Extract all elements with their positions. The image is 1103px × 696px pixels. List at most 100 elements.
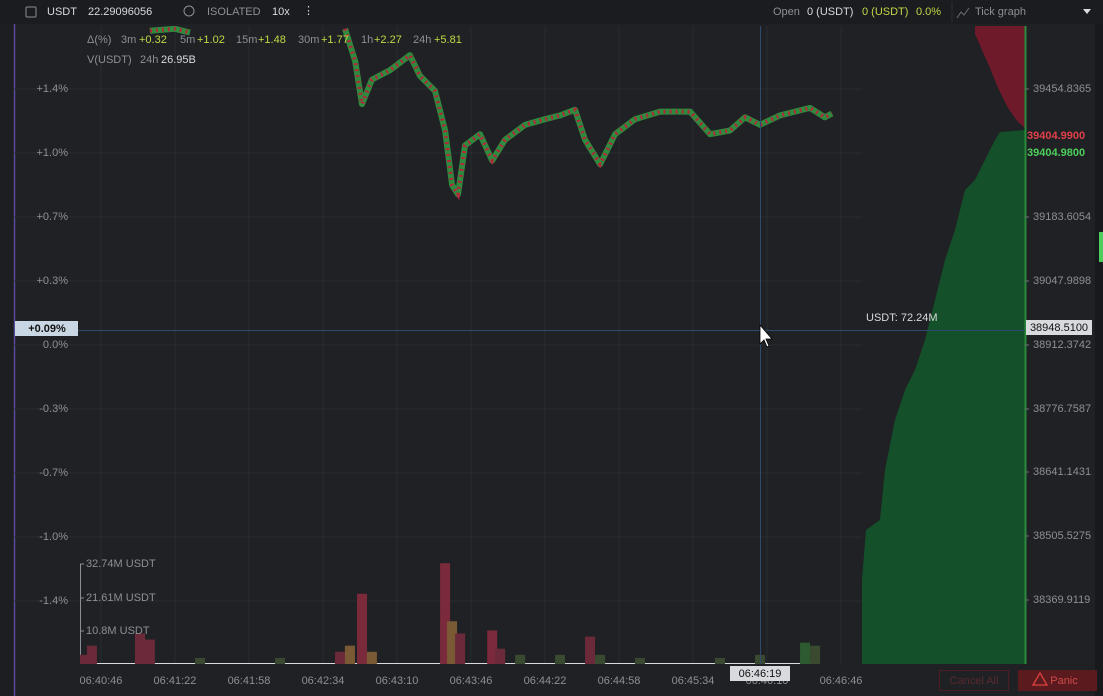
crosshair-time-box [730,666,790,681]
price-level: 38912.3742 [1033,339,1091,351]
x-tick-label: 06:44:58 [598,675,641,687]
margin-mode[interactable]: ISOLATED [207,6,261,18]
volume-period: 24h [140,54,158,66]
ask-price: 39404.9900 [1027,130,1085,142]
volume-bar [634,657,645,664]
pnl-value: 0 (USDT) [862,6,908,18]
volume-tick-label: 32.74M USDT [86,558,156,570]
change-label: Δ(%) [87,34,111,46]
crosshair-volume: USDT: 72.24M [866,312,938,324]
menu-dots[interactable]: ⋮ [303,5,314,17]
volume-bar [440,563,451,664]
graph-icon [956,7,970,19]
change-value: +2.27 [374,34,402,46]
x-tick-label: 06:46:46 [820,675,863,687]
crosshair-time: 06:46:19 [739,668,782,680]
panic-button[interactable] [1018,670,1097,691]
price-level: 38776.7587 [1033,403,1091,415]
volume-bar [366,651,377,664]
volume-bar [455,633,466,664]
y-tick-label: -0.3% [39,403,68,415]
change-value: +1.02 [197,34,225,46]
volume-bar [135,633,146,664]
wallet-icon [25,6,37,18]
volume-tick-label: 10.8M USDT [86,625,150,637]
x-tick-label: 06:43:46 [450,675,493,687]
bid-price: 39404.9800 [1027,147,1085,159]
volume-label: V(USDT) [87,54,132,66]
y-tick-label: -1.4% [39,595,68,607]
side-strip [1095,24,1103,696]
labels: +1.4% +1.0% +0.7% +0.3% 0.0% -0.3% -0.7% -1.0% -… [37,34,1092,687]
volume-bar [487,630,498,664]
price-cursor: 38948.5100 [1030,322,1088,334]
ask-depth [975,26,1025,128]
volume-bar [357,593,368,664]
change-period: 15m [236,34,257,46]
leverage[interactable]: 10x [272,6,290,18]
crosshair-percent-box [15,321,78,336]
y-tick-label: -1.0% [39,531,68,543]
change-period: 5m [180,34,195,46]
volume-bar [86,645,97,664]
change-period: 3m [121,34,136,46]
y-tick-label: +0.7% [37,211,69,223]
volume-bar [275,657,286,664]
margin-icon [183,5,195,17]
x-tick-label: 06:43:10 [376,675,419,687]
price-level: 38369.9119 [1033,594,1090,606]
open-label: Open [773,6,800,18]
plot [80,26,834,664]
change-period: 24h [413,34,431,46]
volume-bar [344,645,355,664]
y-tick-label: +0.3% [37,275,69,287]
price-level: 39183.6054 [1033,211,1091,223]
y-tick-label: +1.0% [37,147,69,159]
cancel-all-label[interactable]: Cancel All [950,675,999,687]
volume-bar [714,657,725,664]
change-value: +0.32 [139,34,167,46]
volume-value: 26.95B [161,54,196,66]
x-tick-label: 06:44:22 [524,675,567,687]
y-tick-label: -0.7% [39,467,68,479]
volume-bar [80,654,90,664]
volume-bar [515,654,526,664]
volume-bar [555,654,566,664]
change-period: 1h [361,34,373,46]
currency: USDT [47,6,77,18]
price-level: 39454.8365 [1033,83,1091,95]
mouse-cursor [759,323,773,348]
x-tick-label: 06:41:58 [228,675,271,687]
price-level: 38505.5275 [1033,530,1091,542]
volume-bar [495,648,506,664]
open-value: 0 (USDT) [807,6,853,18]
change-value: +1.48 [258,34,286,46]
change-value: +5.81 [434,34,462,46]
volume-bar [595,654,606,664]
cancel-all-button[interactable] [939,670,1009,691]
volume-bar [335,651,346,664]
graph-mode[interactable]: Tick graph [975,6,1026,18]
price-level: 38641.1431 [1033,466,1091,478]
x-tick-label: 06:41:22 [154,675,197,687]
change-value: +1.77 [321,34,349,46]
x-tick-label: 06:42:34 [302,675,345,687]
y-tick-label: 0.0% [43,339,68,351]
balance: 22.29096056 [88,6,152,18]
price-ticks [149,26,833,201]
side-marker [1099,232,1103,262]
volume-bar [585,636,596,664]
price-cursor-box [1026,320,1092,335]
bid-depth [862,130,1025,664]
panic-label[interactable]: Panic [1050,675,1078,687]
pnl-percent: 0.0% [916,6,941,18]
volume-bar [800,642,811,664]
price-level: 39047.9898 [1033,275,1091,287]
dropdown-arrow[interactable] [1083,9,1091,14]
volume-tick-label: 21.61M USDT [86,592,156,604]
volume-bar [144,639,155,664]
volume-bar [810,645,821,664]
volume-bar [447,621,458,664]
